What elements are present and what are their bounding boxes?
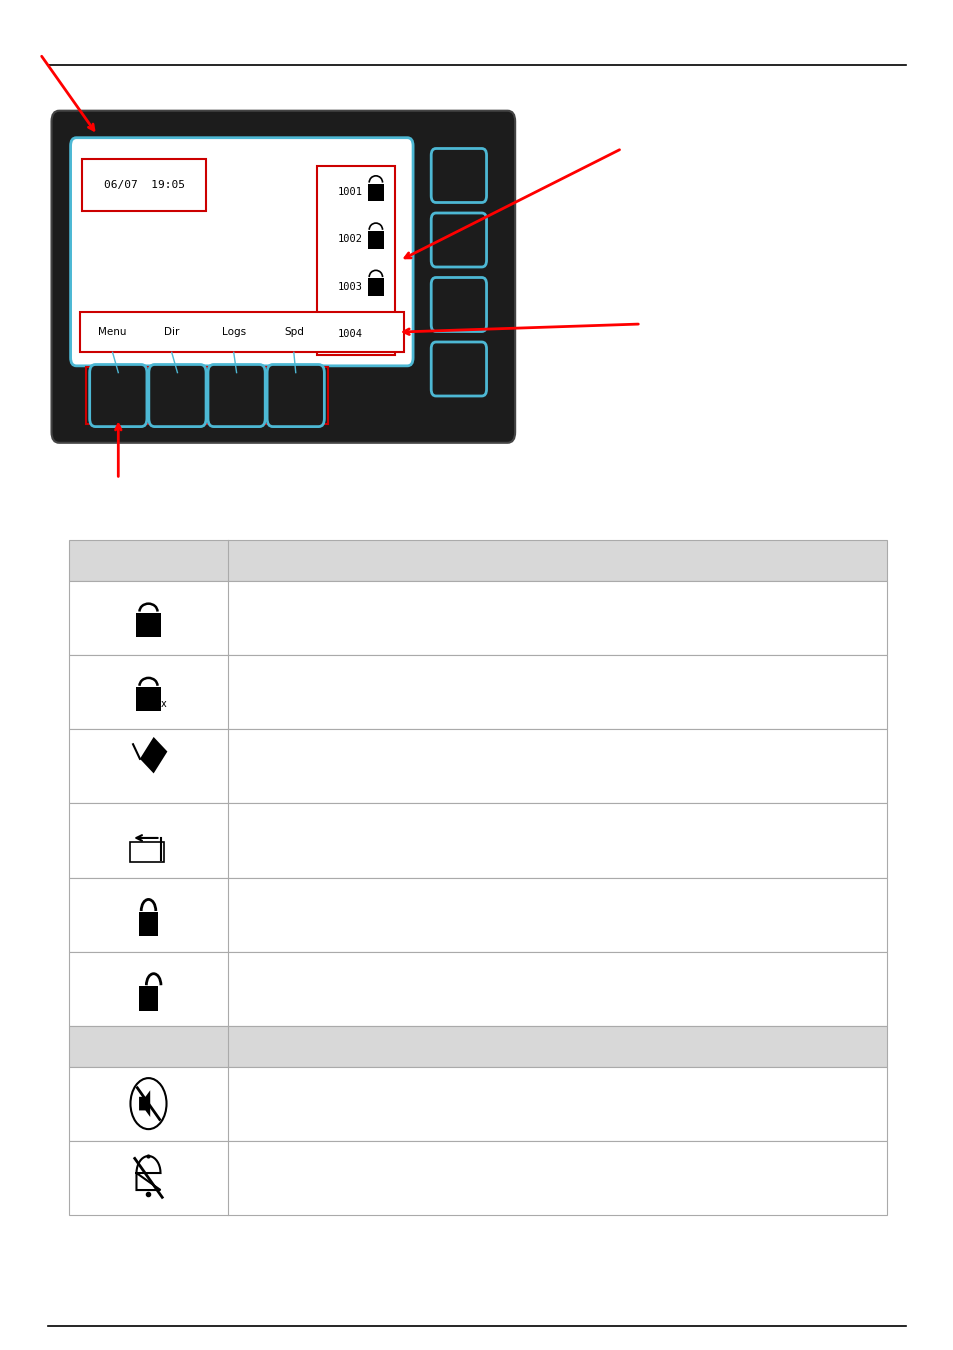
FancyBboxPatch shape	[431, 278, 486, 332]
Bar	[86, 367, 328, 424]
Polygon shape	[139, 1091, 150, 1116]
Bar	[80, 312, 403, 352]
Bar	[69, 655, 886, 729]
Text: 1002: 1002	[337, 235, 362, 244]
Text: 1003: 1003	[337, 282, 362, 292]
Bar	[69, 540, 886, 580]
Bar	[368, 278, 383, 296]
Bar	[69, 878, 886, 952]
FancyBboxPatch shape	[208, 364, 265, 427]
Text: Dir: Dir	[164, 327, 179, 338]
Text: 1001: 1001	[337, 188, 362, 197]
Bar	[69, 580, 886, 655]
Bar	[69, 803, 886, 878]
FancyBboxPatch shape	[267, 364, 324, 427]
Text: x: x	[161, 699, 167, 709]
Bar	[368, 184, 383, 201]
Bar	[136, 613, 160, 637]
Bar	[69, 1141, 886, 1215]
Bar	[136, 687, 160, 711]
Bar	[69, 1066, 886, 1141]
FancyBboxPatch shape	[431, 342, 486, 396]
Bar	[69, 1026, 886, 1066]
Bar	[139, 987, 158, 1011]
Bar	[368, 325, 383, 343]
Text: Spd: Spd	[284, 327, 303, 338]
Text: Menu: Menu	[98, 327, 127, 338]
Bar	[82, 159, 206, 211]
Text: 1004: 1004	[337, 329, 362, 339]
FancyBboxPatch shape	[51, 111, 515, 443]
Text: 06/07  19:05: 06/07 19:05	[104, 180, 184, 190]
FancyBboxPatch shape	[431, 148, 486, 202]
Text: Logs: Logs	[221, 327, 246, 338]
FancyBboxPatch shape	[149, 364, 206, 427]
FancyBboxPatch shape	[431, 213, 486, 267]
Bar	[368, 231, 383, 248]
Bar	[139, 913, 158, 937]
FancyBboxPatch shape	[90, 364, 147, 427]
FancyBboxPatch shape	[71, 138, 413, 366]
Bar	[69, 729, 886, 803]
Bar	[69, 952, 886, 1026]
Bar	[130, 841, 164, 863]
Bar	[316, 166, 395, 355]
Polygon shape	[140, 737, 167, 774]
